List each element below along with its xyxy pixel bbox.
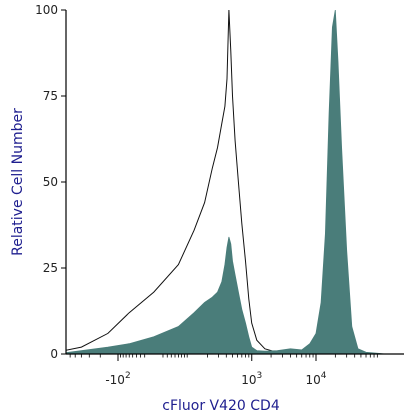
series-0-outline-histogram xyxy=(66,10,310,354)
x-tick-label-0: -102 xyxy=(105,371,130,387)
y-tick-label-50: 50 xyxy=(43,175,58,189)
y-axis-title: Relative Cell Number xyxy=(10,108,26,256)
x-axis-title: cFluor V420 CD4 xyxy=(162,398,280,414)
series-1-filled-histogram xyxy=(66,10,386,354)
plot-area xyxy=(66,10,386,354)
histogram-layer xyxy=(66,10,386,354)
y-tick-label-75: 75 xyxy=(43,89,58,103)
x-tick-label-1: 103 xyxy=(241,371,262,387)
axes: 0 25 50 75 100 -102 103 104 xyxy=(35,3,404,387)
y-tick-label-25: 25 xyxy=(43,261,58,275)
y-tick-label-0: 0 xyxy=(50,347,58,361)
x-tick-label-2: 104 xyxy=(305,371,326,387)
y-tick-label-100: 100 xyxy=(35,3,58,17)
